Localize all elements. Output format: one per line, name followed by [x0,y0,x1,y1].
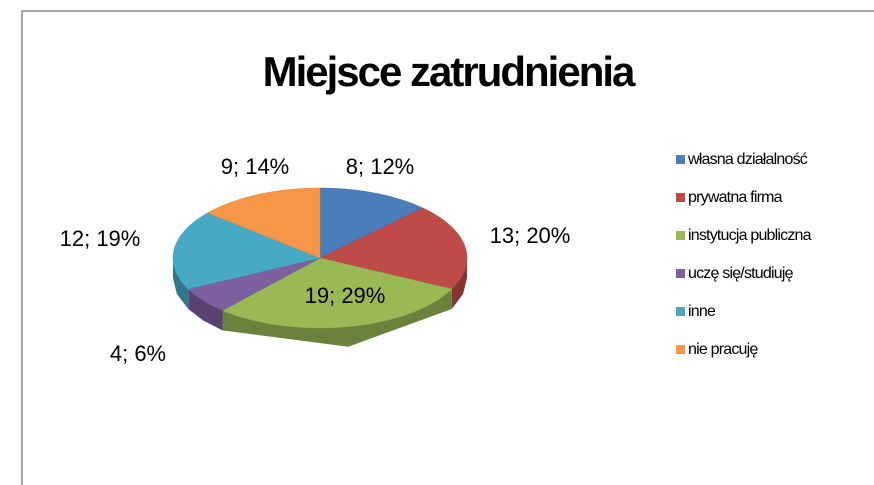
legend-swatch [676,269,685,278]
data-label: 12; 19% [60,226,141,251]
legend-label: prywatna firma [688,189,783,206]
pie-slice [187,257,321,311]
pie-slice [221,257,453,329]
legend-swatch [676,307,685,316]
legend-swatch [676,155,685,164]
data-label: 4; 6% [110,341,166,366]
pie-slice [207,187,321,259]
chart-title: Miejsce zatrudnienia [263,48,636,95]
pie-slice [319,187,424,259]
pie-slice-side [188,289,223,331]
pie-slice [172,212,321,290]
legend-label: własna działalność [687,151,808,168]
pie-slice-side [451,258,467,310]
legend-swatch [676,231,685,240]
legend-swatch [676,345,685,354]
legend-label: uczę się/studiuję [688,265,794,282]
data-label: 13; 20% [490,223,571,248]
data-label: 8; 12% [346,154,415,179]
legend-label: inne [688,303,716,320]
legend-label: instytucja publiczna [688,227,812,244]
pie-slice-side [173,258,189,310]
data-label: 9; 14% [221,154,290,179]
legend-swatch [676,193,685,202]
data-label: 19; 29% [305,283,386,308]
pie-slice [319,207,468,290]
pie-slice-side [222,289,452,347]
legend-label: nie pracuję [688,341,758,358]
